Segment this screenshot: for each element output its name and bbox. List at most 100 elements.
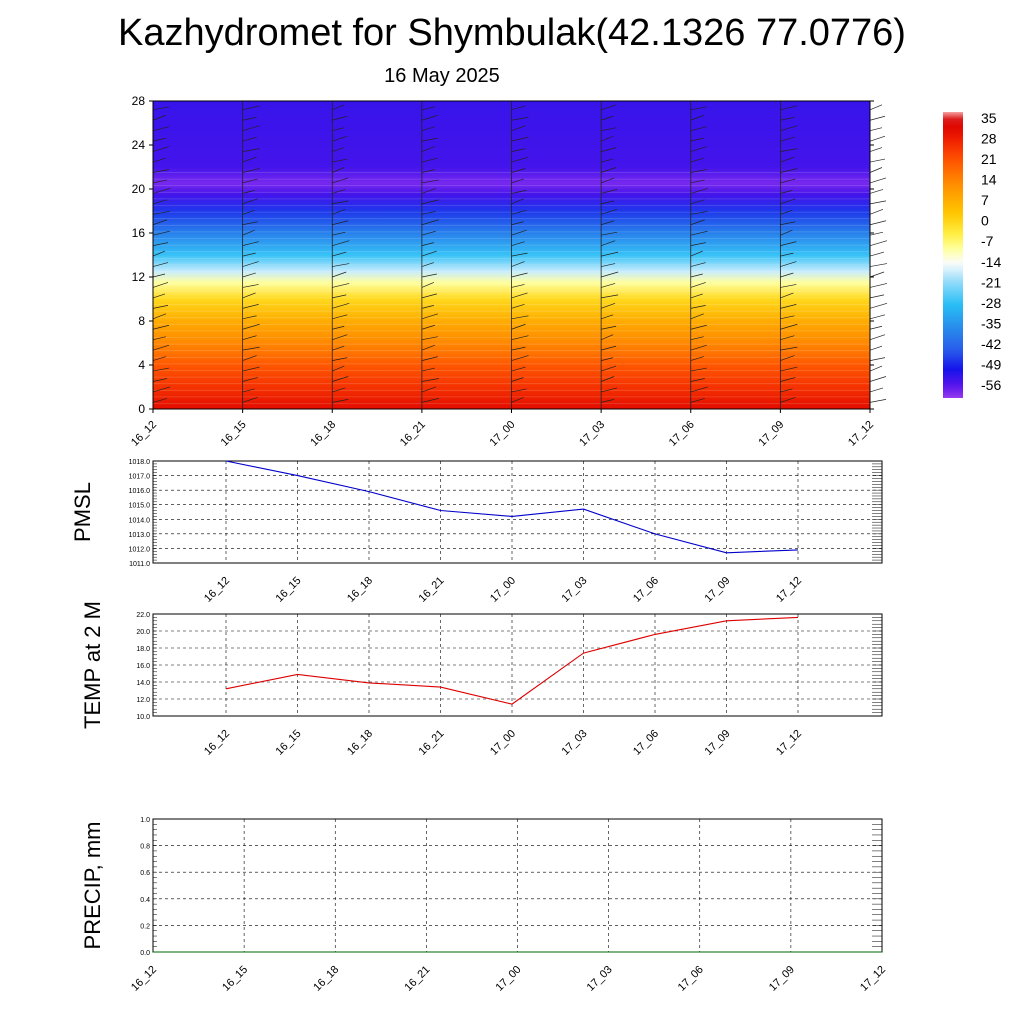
- wind-barb: [242, 272, 256, 278]
- wind-barb: [152, 305, 169, 309]
- wind-barb: [332, 357, 348, 361]
- wind-barb: [780, 261, 797, 267]
- y-tick-label: 24: [132, 138, 146, 152]
- wind-barb: [152, 386, 171, 393]
- wind-barb: [780, 136, 795, 142]
- y-tick-label: 16: [132, 226, 146, 240]
- wind-barb: [600, 177, 615, 184]
- wind-barb: [780, 241, 797, 246]
- wind-barb: [690, 106, 707, 111]
- wind-barb: [152, 146, 170, 152]
- chart-date: 16 May 2025: [384, 65, 500, 87]
- wind-barb: [511, 116, 529, 121]
- colorbar-label: -14: [981, 254, 1001, 270]
- colorbar-label: -21: [981, 274, 1001, 290]
- wind-barb: [690, 188, 708, 194]
- x-tick-label: 16_15: [274, 575, 304, 605]
- wind-barb: [421, 282, 435, 288]
- wind-barb: [780, 116, 795, 121]
- y-tick-label: 1012.0: [129, 546, 151, 553]
- x-tick-label: 17_09: [767, 964, 797, 994]
- wind-barb: [690, 273, 703, 278]
- wind-barb: [601, 271, 619, 278]
- wind-barb: [421, 324, 435, 330]
- colorbar-label: 7: [981, 192, 989, 208]
- y-tick-label: 20.0: [136, 629, 150, 636]
- wind-barb: [242, 168, 260, 173]
- wind-barb: [869, 376, 887, 382]
- wind-barb: [242, 261, 259, 267]
- wind-barb: [690, 169, 707, 173]
- wind-barb: [332, 158, 348, 163]
- colorbar-label: 14: [981, 172, 997, 188]
- wind-barb: [690, 242, 706, 246]
- x-tick-label: 16_15: [220, 964, 250, 994]
- wind-barb: [690, 219, 705, 226]
- x-tick-label: 17_00: [488, 728, 518, 758]
- x-tick-label: 17_03: [560, 575, 590, 605]
- y-tick-label: 18.0: [136, 646, 150, 653]
- wind-barb: [242, 397, 258, 403]
- wind-barb: [601, 325, 617, 330]
- x-tick-label: 17_06: [667, 419, 697, 449]
- y-tick-label: 0.4: [140, 897, 150, 904]
- wind-barb: [242, 190, 255, 194]
- wind-barb: [242, 198, 258, 205]
- x-tick-label: 16_12: [129, 419, 159, 449]
- wind-barb: [152, 242, 169, 246]
- wind-barb: [690, 305, 706, 309]
- wind-barb: [780, 284, 797, 288]
- wind-barb: [511, 346, 526, 351]
- wind-barb: [690, 344, 707, 351]
- wind-barb: [332, 189, 346, 194]
- wind-barb: [869, 189, 884, 194]
- wind-barb: [242, 355, 257, 361]
- wind-barb: [690, 250, 703, 257]
- y-tick-label: 0.2: [140, 923, 150, 930]
- wind-barb: [332, 314, 348, 320]
- wind-barb: [421, 250, 437, 257]
- wind-barb: [780, 315, 795, 320]
- wind-barb: [152, 179, 168, 184]
- wind-barb: [332, 365, 345, 372]
- wind-barb: [690, 114, 704, 121]
- wind-barb: [511, 209, 527, 215]
- wind-barb: [421, 336, 438, 341]
- wind-barb: [690, 137, 704, 142]
- wind-barb: [601, 365, 617, 372]
- wind-barb: [152, 157, 167, 163]
- wind-barb: [780, 229, 793, 236]
- wind-barb: [421, 242, 434, 246]
- colorbar-label: -7: [981, 233, 994, 249]
- wind-barb: [869, 220, 887, 226]
- wind-barb: [601, 314, 614, 320]
- wind-barb: [780, 178, 796, 184]
- wind-barb: [242, 125, 260, 132]
- wind-barb: [601, 387, 618, 393]
- wind-barb: [869, 231, 884, 236]
- wind-barb: [421, 126, 435, 132]
- wind-barb: [511, 261, 525, 267]
- wind-barb: [511, 323, 526, 330]
- wind-barb: [242, 148, 260, 152]
- x-tick-label: 16_18: [311, 964, 341, 994]
- wind-barb: [152, 282, 169, 288]
- wind-barb: [690, 179, 705, 184]
- wind-barb: [242, 292, 256, 299]
- wind-barb: [242, 252, 256, 257]
- colorbar-label: 21: [981, 151, 997, 167]
- wind-barb: [511, 125, 526, 132]
- wind-barb: [511, 105, 526, 111]
- x-tick-label: 17_06: [631, 575, 661, 605]
- wind-barb: [780, 221, 796, 226]
- wind-barb: [242, 335, 257, 341]
- precip-panel: 0.0 0.2 0.4 0.6 0.8 1.0 16_12 16_15 16_18 16_21 17…: [80, 817, 888, 994]
- wind-barb: [780, 156, 795, 163]
- wind-barb: [601, 294, 619, 299]
- wind-barb: [601, 200, 615, 205]
- x-tick-label: 16_21: [402, 964, 432, 994]
- wind-barb: [332, 325, 345, 330]
- wind-barb: [242, 136, 257, 142]
- wind-barb: [601, 147, 617, 152]
